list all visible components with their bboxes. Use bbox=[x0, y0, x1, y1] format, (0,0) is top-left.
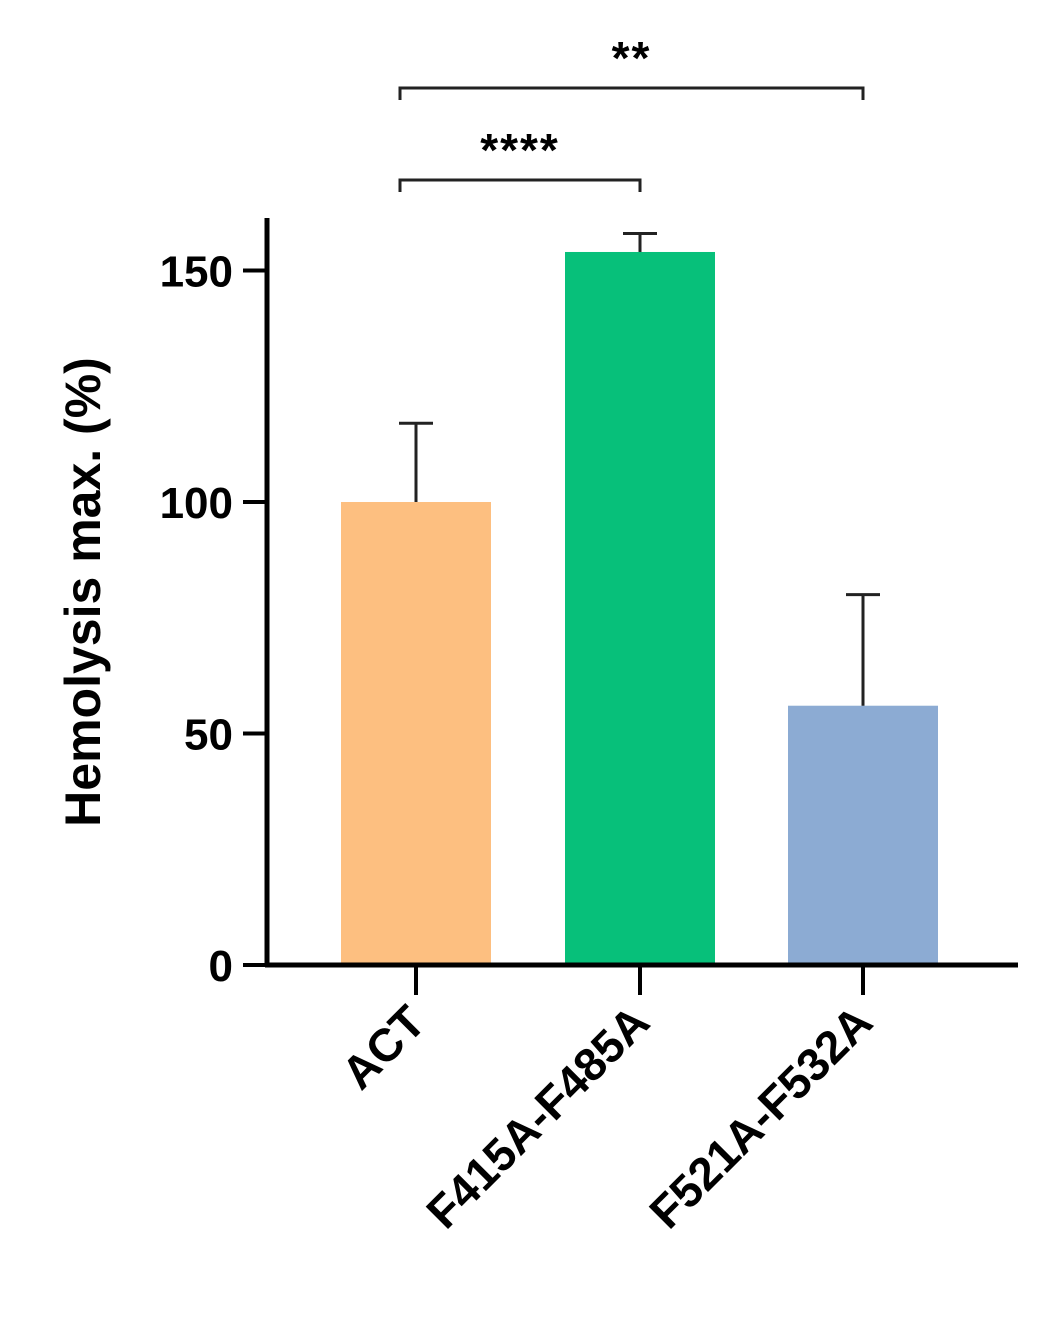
error-bar-f521a-f532a bbox=[846, 593, 880, 706]
y-tick-label-0: 0 bbox=[209, 942, 233, 991]
x-tick-label-act: ACT bbox=[331, 995, 435, 1099]
y-tick-label-150: 150 bbox=[160, 248, 233, 297]
significance-bracket-2: ** bbox=[398, 32, 865, 100]
error-bar-f415a-f485a bbox=[623, 231, 657, 252]
y-ticks-layer: 0 50 100 150 bbox=[160, 248, 267, 991]
bars-layer bbox=[341, 251, 938, 966]
x-tick-label-f415a-f485a: F415A-F485A bbox=[416, 995, 659, 1238]
significance-label-1: **** bbox=[480, 124, 560, 176]
y-axis-label: Hemolysis max. (%) bbox=[55, 357, 111, 827]
bar-f521a-f532a bbox=[788, 705, 938, 965]
error-bars-layer bbox=[399, 231, 880, 706]
y-tick-label-100: 100 bbox=[160, 479, 233, 528]
bar-act bbox=[341, 502, 491, 965]
x-tick-label-f521a-f532a: F521A-F532A bbox=[639, 995, 882, 1238]
error-bar-act bbox=[399, 421, 433, 502]
significance-layer: ****** bbox=[398, 32, 865, 192]
significance-label-2: ** bbox=[612, 32, 652, 84]
y-tick-label-50: 50 bbox=[184, 711, 233, 760]
significance-bracket-1: **** bbox=[398, 124, 642, 192]
bar-f415a-f485a bbox=[565, 251, 715, 966]
